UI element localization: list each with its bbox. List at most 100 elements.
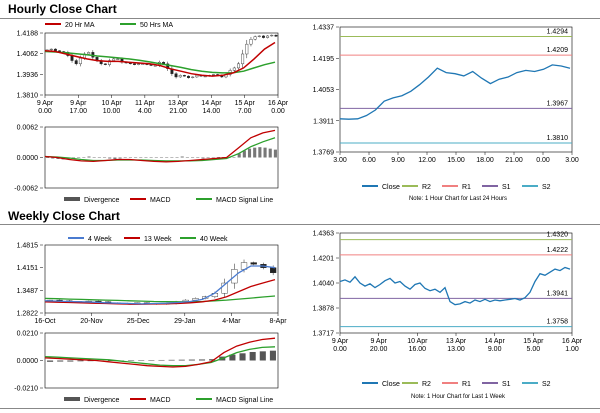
hourly-candles-x-tick-label: 14.00 — [203, 108, 221, 115]
weekly-macd-divergence-bar — [77, 360, 84, 362]
hourly-close-y-tick-label: 1.3769 — [313, 150, 335, 157]
hourly-macd-divergence-bar — [144, 157, 148, 158]
hourly-macd-divergence-bar — [170, 157, 174, 158]
hourly-candles-x-tick-label: 0.00 — [271, 108, 285, 115]
hourly-macd-divergence-bar — [247, 148, 252, 158]
hourly-candles-x-tick-label: 11 Apr — [135, 100, 155, 107]
weekly-macd-divergence-bar — [158, 359, 165, 361]
hourly-macd-divergence-bar — [258, 147, 262, 158]
hourly-close-x-tick-label: 9.00 — [391, 157, 405, 164]
hourly-candles-candle-body — [191, 76, 195, 78]
hourly-candles-candle-body — [266, 35, 270, 38]
hourly-macd-legend-label: Divergence — [84, 197, 120, 204]
weekly-macd-legend-label: MACD Signal Line — [216, 397, 273, 404]
weekly-close-level-r1-label: 1.4222 — [547, 247, 569, 254]
weekly-macd-divergence-bar — [57, 360, 64, 362]
weekly-close-x-tick-label: 9 Apr — [332, 338, 349, 345]
weekly-close-level-s1-label: 1.3941 — [547, 290, 569, 297]
hourly-close-legend-label: S2 — [542, 184, 551, 191]
hourly-candles-candle-body — [78, 57, 82, 65]
weekly-close-legend-label: R2 — [422, 381, 431, 388]
hourly-candles-candle-body — [74, 60, 78, 65]
weekly-candles-legend-label: 40 Week — [200, 236, 228, 243]
hourly-candles-x-tick-label: 13 Apr — [168, 100, 189, 107]
weekly-close-y-tick-label: 1.3878 — [313, 306, 335, 313]
hourly-candles-candle-body — [108, 60, 111, 65]
hourly-macd-divergence-bar — [46, 157, 50, 158]
weekly-close-y-tick-label: 1.4363 — [313, 231, 335, 238]
weekly-close-legend-label: R1 — [462, 381, 471, 388]
hourly-close-x-tick-label: 3.00 — [333, 157, 347, 164]
hourly-candles-x-tick-label: 17.00 — [70, 108, 88, 115]
hourly-candles-x-tick-label: 10.00 — [103, 108, 121, 115]
weekly-candles-x-tick-label: 8-Apr — [269, 318, 287, 325]
weekly-macd-divergence-bar — [209, 359, 216, 361]
hourly-macd-divergence-bar — [273, 149, 277, 158]
hourly-candles-candle-body — [116, 58, 120, 60]
hourly-macd-divergence-bar — [159, 157, 164, 158]
hourly-candles-legend-label: 50 Hrs MA — [140, 22, 173, 29]
hourly-close-y-tick-label: 1.4337 — [313, 25, 335, 32]
hourly-candles-candle-body — [137, 63, 141, 65]
hourly-candles-candle-body — [133, 63, 136, 65]
weekly-candles-x-tick-label: 25-Dec — [127, 318, 150, 325]
hourly-candles-candle-body — [245, 43, 249, 55]
weekly-close-x-tick-label: 16.00 — [409, 346, 427, 353]
weekly-close-x-tick-label: 13.00 — [447, 346, 465, 353]
weekly-close-plot-frame — [339, 232, 573, 334]
hourly-close-level-s2-label: 1.3810 — [547, 135, 569, 142]
hourly-candles-x-tick-label: 7.00 — [238, 108, 252, 115]
weekly-close-y-tick-label: 1.3717 — [313, 331, 335, 338]
weekly-candles-y-tick-label: 1.4815 — [17, 243, 39, 250]
weekly-candles-ma13-line — [44, 278, 276, 305]
hourly-candles-candle-body — [187, 75, 190, 78]
weekly-candles-x-tick-label: 20-Nov — [80, 318, 103, 325]
hourly-close-x-tick-label: 18.00 — [476, 157, 494, 164]
weekly-macd-macd-line — [44, 337, 276, 368]
hourly-candles-x-tick-label: 9 Apr — [70, 100, 87, 107]
hourly-close-level-s1-label: 1.3967 — [547, 100, 569, 107]
hourly-macd-divergence-bar — [82, 157, 86, 158]
hourly-close-legend-label: Close — [382, 184, 400, 191]
weekly-candles-x-tick-label: 29-Jan — [174, 318, 196, 325]
hourly-close-note: Note: 1 Hour Chart for Last 24 Hours — [409, 196, 507, 202]
hourly-candles-y-tick-label: 1.3936 — [17, 72, 39, 79]
hourly-candles-candle-body — [49, 48, 53, 51]
hourly-macd-divergence-bar — [237, 153, 241, 158]
weekly-candles-x-tick-label: 4-Mar — [222, 318, 241, 325]
hourly-macd-divergence-bar — [180, 156, 184, 158]
hourly-candles-candle-body — [241, 53, 245, 65]
hourly-candles-candle-body — [253, 36, 257, 40]
hourly-candles-candle-body — [87, 52, 91, 55]
hourly-macd-divergence-bar — [102, 157, 107, 158]
hourly-macd-divergence-bar — [232, 157, 236, 158]
hourly-macd-divergence-bar — [113, 157, 117, 159]
hourly-macd-legend-label: MACD — [150, 197, 171, 204]
hourly-macd-divergence-bar — [191, 157, 195, 158]
weekly-macd-divergence-bar — [229, 354, 236, 361]
hourly-close-x-tick-label: 21.00 — [505, 157, 523, 164]
weekly-candles-x-tick-label: 16-Oct — [34, 318, 55, 325]
hourly-candles-x-tick-label: 15 Apr — [235, 100, 256, 107]
weekly-macd-divergence-bar — [198, 359, 206, 361]
hourly-candles-candle-body — [195, 75, 199, 78]
weekly-close-legend-label: S2 — [542, 381, 551, 388]
hourly-candles-candle-body — [249, 39, 253, 45]
weekly-close-x-tick-label: 1.00 — [565, 346, 579, 353]
weekly-macd-divergence-bar — [168, 359, 175, 361]
hourly-macd-divergence-bar — [263, 147, 267, 158]
hourly-close-y-tick-label: 1.4195 — [313, 56, 335, 63]
hourly-macd-plot-frame — [44, 126, 279, 189]
hourly-candles-candle-body — [112, 58, 116, 61]
weekly-candles-candle-body — [250, 262, 257, 265]
hourly-close-series-line — [339, 64, 571, 120]
weekly-macd-y-tick-label: 0.0000 — [17, 358, 39, 365]
weekly-macd-divergence-bar — [188, 359, 195, 361]
hourly-candles-x-tick-label: 9 Apr — [37, 100, 54, 107]
hourly-close-x-tick-label: 12.00 — [418, 157, 436, 164]
hourly-candles-ma50-line — [44, 50, 276, 74]
weekly-candles-y-tick-label: 1.4151 — [17, 265, 39, 272]
hourly-macd-divergence-bar — [175, 157, 179, 158]
weekly-macd-divergence-bar — [259, 351, 266, 361]
hourly-candles-candle-body — [270, 34, 274, 37]
